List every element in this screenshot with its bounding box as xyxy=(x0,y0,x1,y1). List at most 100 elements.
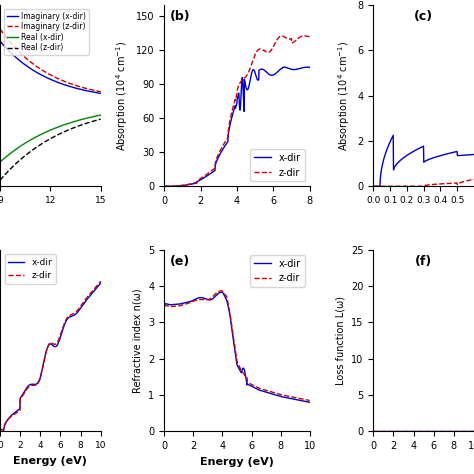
Text: (f): (f) xyxy=(415,255,432,268)
z-dir xyxy=(430,428,436,434)
z-dir xyxy=(371,428,376,434)
x-dir xyxy=(371,428,376,434)
z-dir xyxy=(70,311,76,317)
z-dir xyxy=(258,46,264,52)
z-dir xyxy=(434,182,439,187)
x-dir xyxy=(410,148,416,154)
z-dir xyxy=(419,428,425,434)
x-dir xyxy=(258,66,264,72)
z-dir xyxy=(30,383,36,388)
x-dir xyxy=(306,64,312,70)
x-dir xyxy=(453,428,459,434)
Line: x-dir: x-dir xyxy=(374,135,474,186)
z-dir xyxy=(418,428,424,434)
Line: x-dir: x-dir xyxy=(164,67,310,186)
z-dir xyxy=(61,323,66,329)
z-dir xyxy=(227,117,233,123)
x-dir xyxy=(228,315,233,321)
z-dir xyxy=(162,183,167,189)
z-dir xyxy=(371,183,376,189)
x-dir xyxy=(307,64,312,70)
z-dir xyxy=(271,43,277,49)
X-axis label: Energy (eV): Energy (eV) xyxy=(200,456,274,466)
Line: x-dir: x-dir xyxy=(164,292,310,402)
z-dir xyxy=(37,377,43,383)
z-dir xyxy=(199,297,204,302)
x-dir xyxy=(471,428,474,434)
Y-axis label: Absorption (10$^4$ cm$^{-1}$): Absorption (10$^4$ cm$^{-1}$) xyxy=(336,40,352,151)
Legend: x-dir, z-dir: x-dir, z-dir xyxy=(5,255,56,284)
z-dir xyxy=(410,183,416,189)
z-dir xyxy=(98,278,103,284)
x-dir xyxy=(187,299,193,304)
z-dir xyxy=(471,176,474,182)
x-dir xyxy=(259,388,264,393)
z-dir xyxy=(453,428,459,434)
x-dir xyxy=(70,313,76,319)
x-dir xyxy=(187,182,193,187)
x-dir xyxy=(418,428,424,434)
x-dir xyxy=(403,153,409,159)
x-dir xyxy=(434,154,440,160)
z-dir xyxy=(403,183,409,189)
z-dir xyxy=(70,311,75,317)
x-dir xyxy=(30,382,36,387)
x-dir xyxy=(469,428,474,434)
x-dir xyxy=(199,176,204,182)
x-dir xyxy=(307,400,312,405)
z-dir xyxy=(307,34,312,39)
Legend: Imaginary (x-dir), Imaginary (z-dir), Real (x-dir), Real (z-dir): Imaginary (x-dir), Imaginary (z-dir), Re… xyxy=(4,9,89,55)
x-dir xyxy=(227,122,233,128)
z-dir xyxy=(471,428,474,434)
Y-axis label: Refractive index n(ω): Refractive index n(ω) xyxy=(133,288,143,393)
z-dir xyxy=(162,303,167,309)
Legend: x-dir, z-dir: x-dir, z-dir xyxy=(250,255,305,287)
x-dir xyxy=(425,428,431,434)
z-dir xyxy=(0,427,3,432)
Text: (b): (b) xyxy=(170,10,191,23)
x-dir xyxy=(162,301,167,307)
z-dir xyxy=(228,313,233,319)
x-dir xyxy=(37,376,43,382)
x-dir xyxy=(271,72,277,78)
Line: x-dir: x-dir xyxy=(0,283,100,431)
z-dir xyxy=(259,386,264,392)
Line: z-dir: z-dir xyxy=(374,179,474,186)
x-dir xyxy=(61,325,66,331)
z-dir xyxy=(469,428,474,434)
x-dir xyxy=(419,428,425,434)
x-dir xyxy=(70,313,75,319)
Line: z-dir: z-dir xyxy=(0,281,100,429)
z-dir xyxy=(444,181,449,186)
z-dir xyxy=(271,390,277,395)
z-dir xyxy=(247,381,253,387)
x-dir xyxy=(199,295,204,301)
Legend: x-dir, z-dir: x-dir, z-dir xyxy=(250,149,305,182)
z-dir xyxy=(301,33,307,39)
z-dir xyxy=(307,398,312,403)
Text: (c): (c) xyxy=(414,10,433,23)
z-dir xyxy=(425,428,431,434)
z-dir xyxy=(187,300,193,305)
x-dir xyxy=(391,132,396,138)
z-dir xyxy=(218,288,224,294)
z-dir xyxy=(247,66,253,72)
x-dir xyxy=(430,428,436,434)
x-dir xyxy=(9,412,15,418)
z-dir xyxy=(187,181,193,187)
x-dir xyxy=(271,392,277,397)
x-dir xyxy=(98,280,103,286)
Line: z-dir: z-dir xyxy=(164,36,310,186)
z-dir xyxy=(383,183,388,189)
Line: z-dir: z-dir xyxy=(164,291,310,401)
Text: (e): (e) xyxy=(170,255,191,268)
x-dir xyxy=(247,78,253,84)
x-dir xyxy=(443,151,449,157)
z-dir xyxy=(199,175,204,181)
z-dir xyxy=(9,413,15,419)
Y-axis label: Absorption (10$^4$ cm$^{-1}$): Absorption (10$^4$ cm$^{-1}$) xyxy=(115,40,130,151)
x-dir xyxy=(383,151,388,156)
x-dir xyxy=(471,152,474,157)
x-dir xyxy=(219,289,225,295)
x-dir xyxy=(371,183,376,189)
